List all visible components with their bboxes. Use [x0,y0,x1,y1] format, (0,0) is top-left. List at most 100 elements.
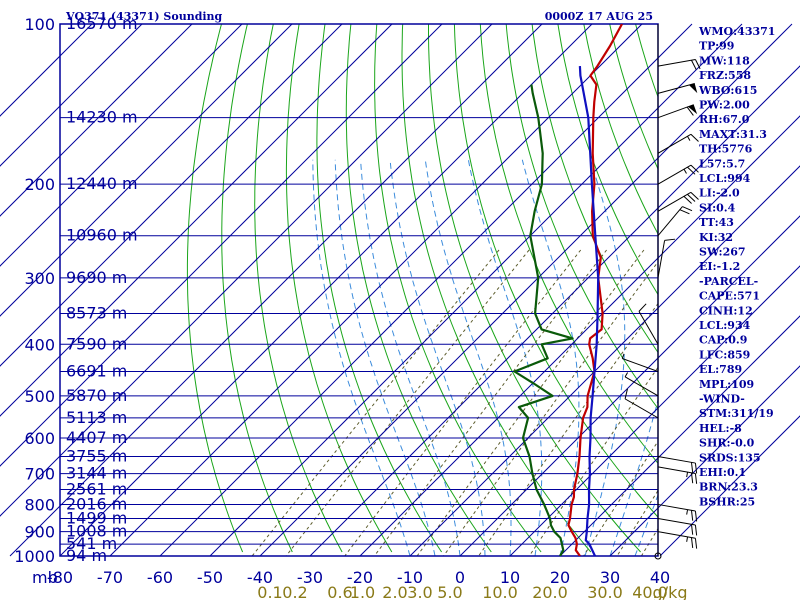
wind-barb [657,531,698,549]
isotherm-line [109,23,643,557]
mixing-ratio-line [285,249,530,556]
wind-index-line: STM:311/19 [699,407,774,420]
mixing-ratio-label: 20.0 [532,583,568,600]
barb-flag [690,472,694,484]
index-line: SW:267 [699,246,746,259]
height-label: 1499 m [66,508,127,527]
dry-adiabat [609,24,658,171]
index-line: KI:32 [699,231,733,244]
barb-flag [690,191,699,200]
barb-flag [690,164,699,173]
barb-staff [657,59,696,67]
index-line: SI:0.4 [699,201,736,214]
barb-flag [690,524,694,535]
chart-timestamp: 0000Z 17 AUG 25 [545,10,653,23]
chart-title: VQ371 (43371) Sounding [65,10,223,23]
barb-flag [690,537,694,548]
mixing-ratio-label: 0.1 [257,583,282,600]
index-line: MW:118 [699,54,750,67]
index-line: WMO:43371 [698,25,775,38]
isotherm-line [409,165,800,557]
mixing-ratio-label: 1.0 [350,583,375,600]
mixing-ratio-line [528,366,658,556]
barb-flag [694,524,698,536]
isotherm-line [459,215,800,557]
index-line: FRZ:558 [699,69,751,82]
height-label: 5113 m [66,408,127,427]
dry-adiabat [479,24,658,464]
barb-flag [682,206,693,212]
mixing-ratio-line [373,249,607,556]
barb-flag [686,106,694,116]
pressure-tick-label: 700 [24,465,55,484]
isotherm-line [0,23,393,417]
temperature-tick-label: -70 [97,568,123,587]
barb-flag [694,510,698,522]
barb-pennant [688,83,698,94]
isotherm-line [359,115,800,557]
isotherm-line [0,23,343,367]
temperature-line [567,24,623,556]
dry-adiabat [531,24,658,354]
mixing-ratio-line [344,249,582,556]
barb-staff [622,358,659,372]
barb-flag [694,463,698,474]
isotherm-line [0,23,193,217]
temperature-tick-label: 20 [550,568,570,587]
calm-circle [654,552,662,560]
height-label: 2561 m [66,480,127,499]
index-line: TT:43 [699,216,734,229]
barb-staff [657,104,694,119]
temperature-tick-label: 0 [455,568,465,587]
mixing-ratio-label: 10.0 [482,583,518,600]
temperature-tick-label: -50 [197,568,223,587]
mixing-ratio-line [478,302,658,556]
barb-half-flag [621,353,625,359]
barb-staff [624,376,659,397]
index-line: L57:5.7 [699,157,745,170]
dewpoint-line [513,84,574,556]
parcel-index-line: CINH:12 [699,304,753,317]
index-line: LCL:994 [699,172,751,185]
wind-barb [657,206,693,237]
moist-adiabat [312,159,411,556]
index-line: TH:5776 [699,143,753,156]
isotherm-line [609,365,800,557]
barb-flag [694,59,701,70]
wind-index-line: BSHR:25 [699,495,755,508]
barb-flag [690,133,699,142]
mixing-ratio-label: g/kg [653,583,688,600]
wind-barb [657,164,699,185]
barb-flag [683,195,692,204]
dry-adiabat [374,24,542,553]
height-label: 10960 m [66,226,138,245]
height-label: 5870 m [66,386,127,405]
index-line: RH:67.0 [699,113,750,126]
pressure-tick-label: 1000 [14,547,55,566]
isotherm-line [509,265,800,557]
wind-barb [657,191,699,212]
moist-adiabat [334,159,436,556]
barb-flag [690,510,694,521]
mixing-ratio-label: 30.0 [587,583,623,600]
wind-header: -WIND- [699,393,745,406]
barb-staff [657,240,666,278]
moist-adiabat [360,159,461,556]
temperature-tick-label: -20 [347,568,373,587]
parcel-index-line: MPL:109 [699,378,754,391]
dry-adiabat [186,24,244,553]
temperature-tick-label: -10 [397,568,423,587]
mixing-ratio-label: 3.0 [407,583,432,600]
barb-flag [624,388,628,399]
moist-adiabat [389,159,486,556]
barb-half-flag [686,536,689,542]
isotherm-line [309,65,800,557]
mixing-ratio-label: 0.2 [282,583,307,600]
pressure-tick-label: 600 [24,429,55,448]
barb-flag [690,462,694,473]
parcel-index-line: CAP:0.9 [699,334,747,347]
barb-staff [657,206,683,237]
wind-barb [657,517,698,536]
wind-barb [657,238,676,278]
wind-barb [624,388,659,419]
